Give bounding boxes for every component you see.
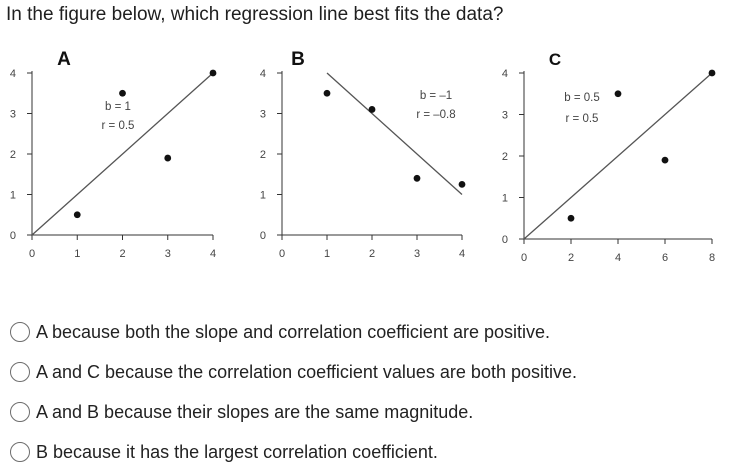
data-point bbox=[323, 89, 331, 97]
radio-button[interactable] bbox=[10, 442, 30, 462]
data-point bbox=[413, 174, 421, 182]
x-tick-label: 4 bbox=[210, 248, 216, 260]
x-tick-label: 0 bbox=[279, 248, 285, 260]
y-tick-label: 2 bbox=[10, 149, 16, 161]
data-point bbox=[368, 106, 376, 113]
x-tick-label: 4 bbox=[615, 252, 621, 264]
data-point bbox=[209, 69, 217, 77]
answer-label: B because it has the largest correlation… bbox=[36, 441, 438, 462]
y-tick-label: 4 bbox=[502, 68, 508, 80]
y-tick-label: 3 bbox=[10, 109, 16, 121]
y-tick-label: 0 bbox=[260, 230, 266, 242]
regression-line bbox=[523, 72, 713, 240]
annotation-text: r = –0.8 bbox=[416, 109, 455, 121]
annotation-text: r = 0.5 bbox=[102, 120, 135, 132]
x-tick-label: 0 bbox=[521, 252, 527, 264]
answer-label: A because both the slope and correlation… bbox=[36, 321, 551, 342]
y-tick-label: 0 bbox=[502, 234, 508, 246]
annotation-text: r = 0.5 bbox=[566, 113, 599, 125]
y-tick-label: 1 bbox=[260, 190, 266, 202]
y-tick-label: 1 bbox=[502, 193, 508, 205]
y-tick-label: 2 bbox=[502, 151, 508, 163]
y-tick-label: 2 bbox=[260, 149, 266, 161]
scatter-plot-b: 0 1 2 3 4 0 1 2 3 4 Bb = –1 r = –0.8 bbox=[260, 49, 466, 260]
x-tick-label: 2 bbox=[119, 248, 125, 260]
x-tick-label: 4 bbox=[459, 248, 465, 260]
answer-option-2[interactable]: A and C because the correlation coeffici… bbox=[10, 352, 577, 392]
y-tick-label: 4 bbox=[10, 68, 16, 80]
data-point bbox=[458, 180, 466, 188]
annotation-text: b = –1 bbox=[420, 90, 452, 102]
data-point bbox=[164, 154, 172, 162]
data-point bbox=[708, 69, 716, 77]
answer-label: A and B because their slopes are the sam… bbox=[36, 401, 474, 422]
x-tick-label: 2 bbox=[369, 248, 375, 260]
radio-button[interactable] bbox=[10, 362, 30, 382]
y-tick-label: 4 bbox=[260, 68, 266, 80]
x-tick-label: 0 bbox=[29, 248, 35, 260]
answer-options: A because both the slope and correlation… bbox=[10, 312, 577, 472]
answer-option-4[interactable]: B because it has the largest correlation… bbox=[10, 432, 577, 472]
scatter-plot-a: 0 1 2 3 4 0 1 2 3 4 Ab = 1 r = 0.5 bbox=[10, 49, 217, 260]
x-tick-label: 1 bbox=[74, 248, 80, 260]
panel-label: A bbox=[57, 49, 71, 70]
question-text: In the figure below, which regression li… bbox=[6, 4, 504, 25]
radio-button[interactable] bbox=[10, 322, 30, 342]
regression-line bbox=[326, 72, 463, 195]
panel-label: B bbox=[291, 49, 305, 70]
annotation-text: b = 0.5 bbox=[564, 92, 600, 104]
y-tick-label: 1 bbox=[10, 190, 16, 202]
answer-label: A and C because the correlation coeffici… bbox=[36, 361, 578, 382]
data-point bbox=[661, 156, 669, 164]
radio-button[interactable] bbox=[10, 402, 30, 422]
answer-option-3[interactable]: A and B because their slopes are the sam… bbox=[10, 392, 577, 432]
x-tick-label: 8 bbox=[709, 252, 715, 264]
y-tick-label: 3 bbox=[502, 110, 508, 122]
data-point bbox=[73, 211, 81, 219]
x-tick-label: 6 bbox=[662, 252, 668, 264]
data-point bbox=[567, 214, 575, 222]
data-point bbox=[614, 90, 622, 98]
data-point bbox=[119, 89, 126, 97]
scatter-plot-c: 0 2 4 6 8 0 1 2 3 4 Cb = 0.5 r = 0.5 bbox=[502, 50, 716, 264]
x-tick-label: 3 bbox=[165, 248, 171, 260]
regression-line bbox=[31, 72, 214, 236]
panel-label: C bbox=[549, 50, 561, 69]
y-tick-label: 3 bbox=[260, 109, 266, 121]
annotation-text: b = 1 bbox=[105, 101, 131, 113]
x-tick-label: 2 bbox=[568, 252, 574, 264]
x-tick-label: 3 bbox=[414, 248, 420, 260]
answer-option-1[interactable]: A because both the slope and correlation… bbox=[10, 312, 577, 352]
y-tick-label: 0 bbox=[10, 230, 16, 242]
x-tick-label: 1 bbox=[324, 248, 330, 260]
